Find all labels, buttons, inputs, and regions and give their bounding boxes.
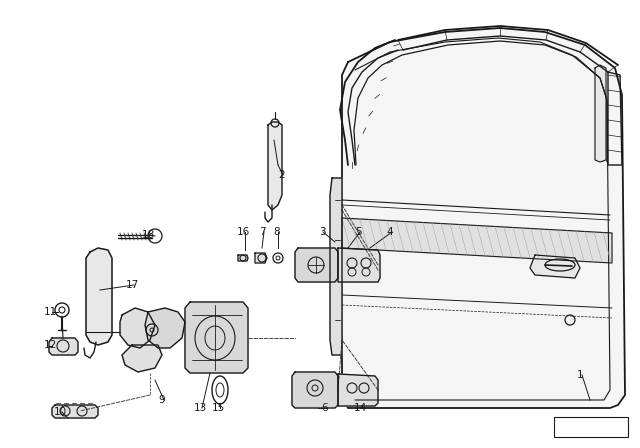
FancyBboxPatch shape	[554, 417, 628, 437]
Text: 7: 7	[259, 227, 266, 237]
Polygon shape	[530, 255, 580, 278]
Polygon shape	[52, 405, 98, 418]
Text: 4: 4	[387, 227, 394, 237]
Polygon shape	[238, 255, 248, 261]
Polygon shape	[120, 308, 155, 348]
Text: 11: 11	[44, 307, 56, 317]
Polygon shape	[342, 28, 625, 408]
Text: 17: 17	[125, 280, 139, 290]
Text: 2: 2	[278, 170, 285, 180]
Polygon shape	[292, 372, 338, 408]
Polygon shape	[49, 338, 78, 355]
Text: 10: 10	[53, 407, 67, 417]
Text: 9: 9	[159, 395, 165, 405]
Polygon shape	[338, 248, 380, 282]
Text: 5: 5	[355, 227, 362, 237]
Text: 14: 14	[353, 403, 367, 413]
Polygon shape	[338, 374, 378, 406]
Text: 15: 15	[211, 403, 225, 413]
Text: 000053-6: 000053-6	[568, 422, 614, 432]
Polygon shape	[295, 248, 338, 282]
Polygon shape	[595, 65, 606, 162]
Text: 6: 6	[322, 403, 328, 413]
Text: 3: 3	[319, 227, 325, 237]
Text: 1: 1	[577, 370, 583, 380]
Text: 18: 18	[141, 230, 155, 240]
Polygon shape	[268, 122, 282, 210]
Polygon shape	[122, 345, 162, 372]
Polygon shape	[185, 302, 248, 373]
Text: 13: 13	[193, 403, 207, 413]
Text: 16: 16	[236, 227, 250, 237]
Polygon shape	[342, 218, 612, 263]
Polygon shape	[86, 248, 112, 345]
Text: 8: 8	[274, 227, 280, 237]
Polygon shape	[330, 178, 342, 355]
Polygon shape	[255, 253, 267, 263]
Text: 12: 12	[44, 340, 56, 350]
Polygon shape	[145, 308, 185, 348]
